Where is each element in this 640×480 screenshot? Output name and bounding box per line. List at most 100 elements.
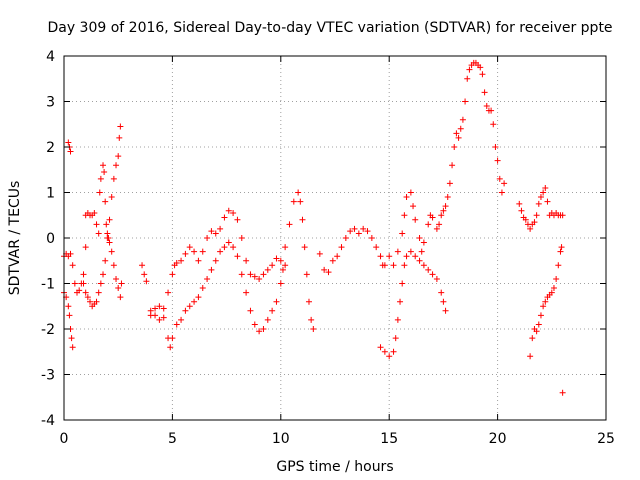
data-point xyxy=(115,285,122,292)
data-point xyxy=(401,212,408,219)
data-point xyxy=(429,271,436,278)
data-point xyxy=(195,257,202,264)
data-point xyxy=(459,116,466,123)
data-point xyxy=(533,328,540,335)
data-point xyxy=(100,162,107,169)
data-point xyxy=(297,198,304,205)
data-point xyxy=(436,221,443,228)
data-point xyxy=(542,184,549,191)
y-tick-label: -4 xyxy=(41,413,55,429)
data-point xyxy=(264,316,271,323)
data-point xyxy=(338,244,345,251)
data-point xyxy=(65,139,72,146)
data-point xyxy=(550,285,557,292)
data-point xyxy=(118,280,125,287)
data-point xyxy=(360,225,367,232)
data-point xyxy=(117,123,124,130)
data-point xyxy=(418,248,425,255)
data-point xyxy=(115,153,122,160)
data-point xyxy=(305,298,312,305)
data-point xyxy=(97,175,104,182)
data-point xyxy=(444,194,451,201)
grid xyxy=(64,56,606,420)
data-point xyxy=(260,326,267,332)
data-point xyxy=(165,289,172,296)
data-point xyxy=(399,280,406,287)
data-point xyxy=(234,216,241,223)
data-point xyxy=(167,344,174,351)
data-point xyxy=(80,280,87,287)
data-point xyxy=(238,271,245,278)
data-point xyxy=(453,130,460,137)
data-point xyxy=(117,294,124,301)
data-point xyxy=(178,257,185,264)
data-point xyxy=(230,244,237,251)
data-point xyxy=(277,257,284,264)
data-point xyxy=(308,316,315,323)
data-point xyxy=(66,312,73,319)
data-point xyxy=(557,248,564,255)
data-point xyxy=(462,98,469,105)
data-point xyxy=(381,348,388,355)
data-point xyxy=(204,275,211,282)
data-point xyxy=(440,207,447,214)
y-axis-label: SDTVAR / TECUs xyxy=(7,181,23,296)
data-point xyxy=(535,200,542,207)
data-point xyxy=(238,235,245,241)
data-point xyxy=(282,244,289,251)
data-point xyxy=(191,298,198,305)
data-point xyxy=(416,257,423,264)
data-point xyxy=(496,175,503,182)
data-point xyxy=(390,348,397,355)
data-point xyxy=(221,244,228,251)
data-point xyxy=(208,266,215,273)
data-point xyxy=(381,262,388,269)
data-point xyxy=(251,321,258,328)
data-point xyxy=(555,262,562,269)
data-point xyxy=(247,307,254,314)
data-point xyxy=(301,244,308,251)
data-point xyxy=(273,255,280,262)
y-tick-label: 4 xyxy=(46,49,55,65)
data-point xyxy=(407,248,414,255)
data-point xyxy=(533,212,540,219)
data-point xyxy=(397,298,404,305)
data-point xyxy=(544,198,551,205)
data-point xyxy=(80,271,87,278)
data-point xyxy=(420,239,427,246)
y-tick-label: -2 xyxy=(41,322,55,338)
data-point xyxy=(212,230,219,237)
data-point xyxy=(537,312,544,319)
data-point xyxy=(102,257,109,264)
data-point xyxy=(69,344,76,351)
data-point xyxy=(540,303,547,310)
y-tick-label: 0 xyxy=(46,231,55,247)
data-point xyxy=(429,214,436,221)
data-point xyxy=(527,225,534,232)
x-tick-label: 25 xyxy=(597,431,615,447)
data-point xyxy=(230,209,237,216)
data-point xyxy=(82,244,89,251)
data-point xyxy=(93,298,100,305)
x-tick-label: 0 xyxy=(60,431,69,447)
data-point xyxy=(522,216,529,223)
data-point xyxy=(479,71,486,78)
data-point xyxy=(100,271,107,278)
data-point xyxy=(410,203,417,210)
data-point xyxy=(169,271,176,278)
chart-title: Day 309 of 2016, Sidereal Day-to-day VTE… xyxy=(47,20,612,36)
data-point xyxy=(529,335,536,342)
data-point xyxy=(438,212,445,219)
data-point xyxy=(152,305,159,312)
data-point xyxy=(76,287,83,294)
data-point xyxy=(488,107,495,114)
data-point xyxy=(160,305,167,312)
data-point xyxy=(195,294,202,301)
data-point xyxy=(93,221,100,228)
data-point xyxy=(65,303,72,310)
data-point xyxy=(97,280,104,287)
data-point xyxy=(217,248,224,255)
data-point xyxy=(156,316,163,323)
data-point xyxy=(108,194,115,201)
